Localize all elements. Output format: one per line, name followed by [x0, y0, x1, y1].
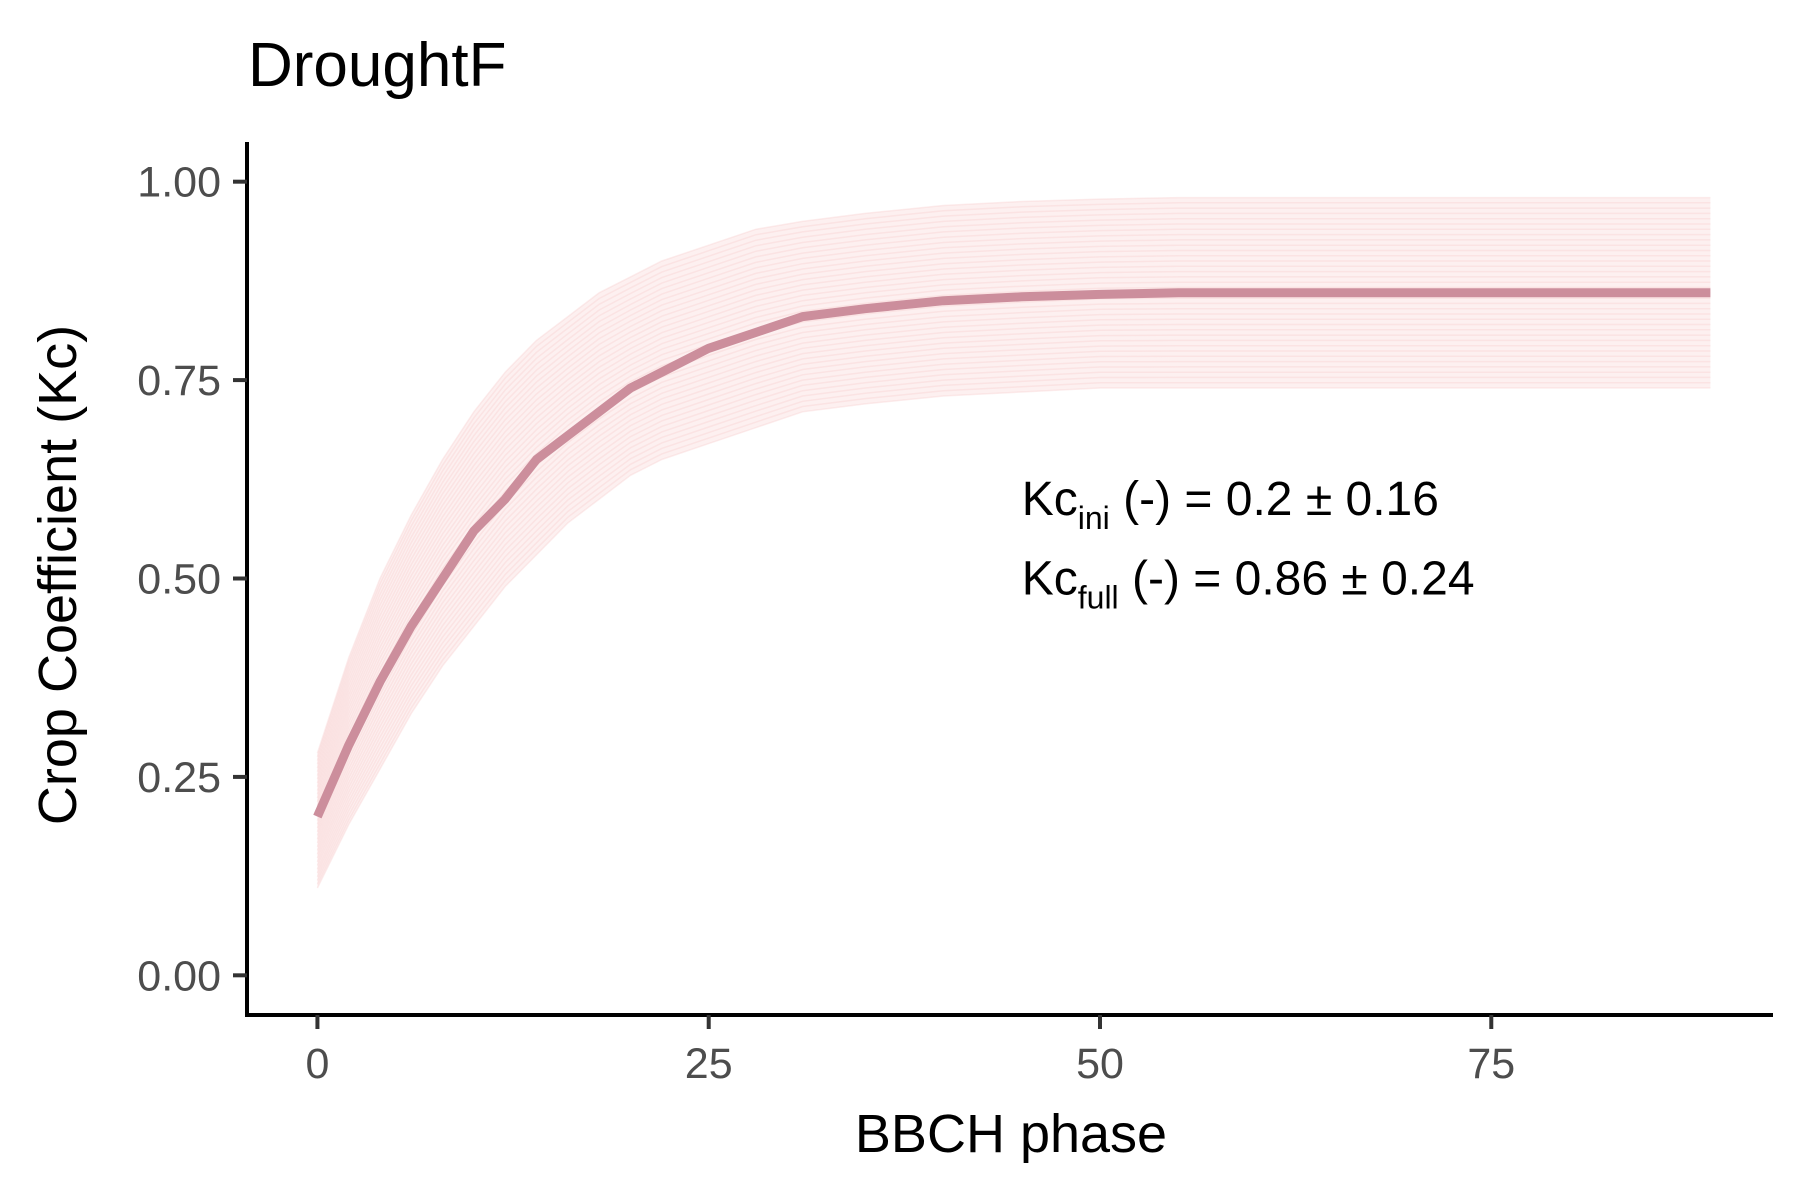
band-curve — [316, 318, 1711, 840]
y-tick-label: 1.00 — [137, 159, 221, 207]
x-tick-label: 75 — [1467, 1040, 1515, 1088]
band-curve — [316, 381, 1711, 885]
band-curve — [316, 239, 1711, 784]
x-tick-label: 50 — [1076, 1040, 1124, 1088]
y-tick-label: 0.25 — [137, 754, 221, 802]
tick-labels: 0.00 0.25 0.50 0.75 1.00 0 25 50 75 — [137, 159, 1515, 1088]
annotation-ini: Kcini (-) = 0.2 ± 0.16 — [1022, 473, 1439, 536]
band-curve — [316, 344, 1711, 859]
band-curve — [316, 244, 1711, 788]
band-curve — [316, 260, 1711, 799]
band-curve — [316, 339, 1711, 855]
band-curve — [316, 207, 1711, 761]
band-curve — [316, 196, 1711, 754]
axes — [233, 142, 1773, 1029]
band-curve — [316, 233, 1711, 780]
band-curve — [316, 376, 1711, 881]
y-tick-label: 0.50 — [137, 556, 221, 604]
band-curve — [316, 329, 1711, 848]
band-curve — [316, 255, 1711, 795]
y-tick-label: 0.00 — [137, 952, 221, 1000]
band-curve — [316, 265, 1711, 803]
y-tick-label: 0.75 — [137, 357, 221, 405]
band-curve — [316, 212, 1711, 765]
band-curve — [316, 217, 1711, 769]
band-curve — [316, 323, 1711, 844]
band-curve — [316, 387, 1711, 889]
band-curve — [316, 228, 1711, 776]
band-curve — [316, 334, 1711, 851]
band-curve — [316, 366, 1711, 874]
series-line-mean-fit — [313, 288, 1711, 819]
band-curve — [316, 355, 1711, 866]
band-curve — [316, 276, 1711, 810]
band-curve — [316, 371, 1711, 878]
band-curve — [316, 286, 1711, 818]
band-curve — [316, 313, 1711, 836]
band-curve — [316, 249, 1711, 791]
band-curve — [316, 350, 1711, 863]
x-tick-label: 0 — [305, 1040, 329, 1088]
annotation-full: Kcfull (-) = 0.86 ± 0.24 — [1022, 553, 1475, 616]
annotations: Kcini (-) = 0.2 ± 0.16 Kcfull (-) = 0.86 … — [1022, 473, 1475, 615]
mean-fit-layer — [313, 288, 1711, 819]
band-curve — [316, 202, 1711, 758]
x-tick-label: 25 — [685, 1040, 733, 1088]
chart-title: DroughtF — [248, 31, 506, 100]
band-curve — [316, 270, 1711, 806]
y-axis-title: Crop Coefficient (Kc) — [28, 325, 88, 825]
band-curve — [316, 360, 1711, 870]
x-axis-title: BBCH phase — [855, 1104, 1167, 1164]
band-curve — [316, 223, 1711, 773]
band-curve — [316, 281, 1711, 814]
